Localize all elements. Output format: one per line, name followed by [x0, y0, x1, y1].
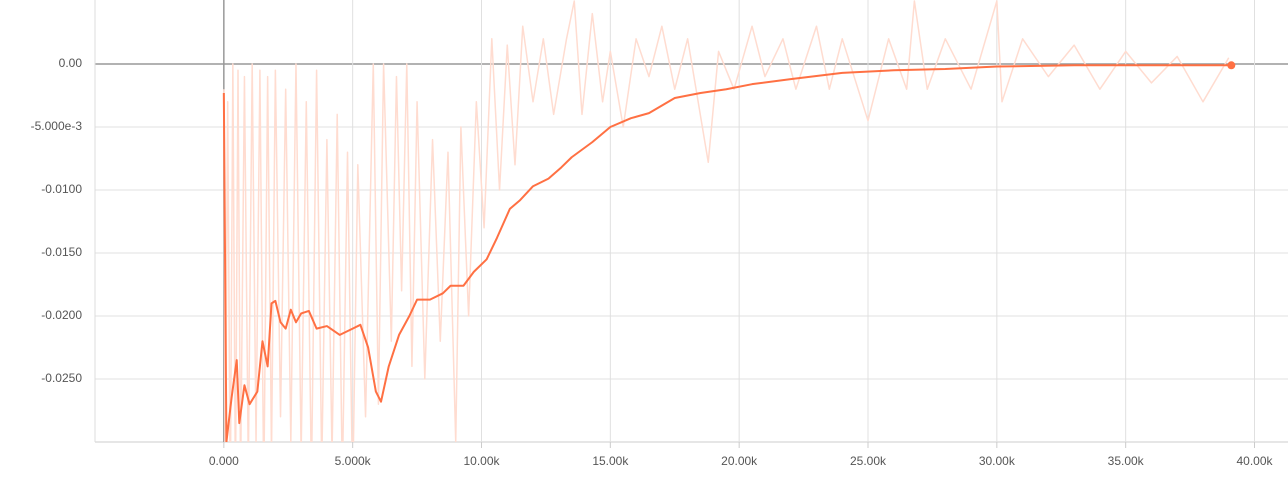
x-tick-label: 15.00k [592, 454, 629, 468]
x-tick-label: 40.00k [1236, 454, 1273, 468]
y-tick-label: -5.000e-3 [31, 119, 83, 133]
y-tick-label: -0.0100 [41, 182, 82, 196]
end-point [1227, 61, 1236, 70]
x-tick-label: 20.00k [721, 454, 758, 468]
x-tick-label: 30.00k [979, 454, 1016, 468]
y-tick-label: 0.00 [59, 56, 83, 70]
x-tick-label: 35.00k [1108, 454, 1145, 468]
raw-line [223, 0, 1230, 442]
x-tick-label: 25.00k [850, 454, 887, 468]
x-tick-label: 10.00k [463, 454, 500, 468]
plot-area [222, 0, 1236, 442]
labels: 0.00 -5.000e-3 -0.0100 -0.0150 -0.0200 -0.025… [31, 56, 1274, 468]
smoothed-line [222, 64, 1232, 442]
y-tick-label: -0.0250 [41, 371, 82, 385]
x-tick-label: 0.000 [209, 454, 239, 468]
y-tick-label: -0.0150 [41, 245, 82, 259]
x-tick-label: 5.000k [335, 454, 372, 468]
y-tick-label: -0.0200 [41, 308, 82, 322]
